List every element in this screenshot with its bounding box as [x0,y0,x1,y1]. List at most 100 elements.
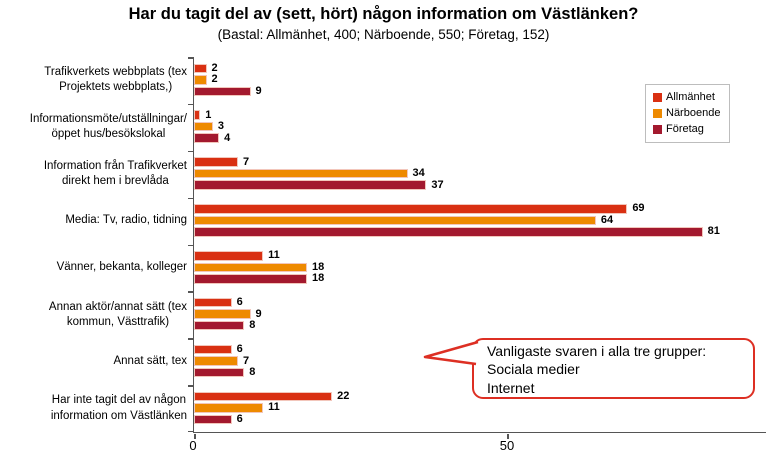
bar-narboende [194,168,408,179]
x-axis-tick [194,434,196,439]
bar-group: 11 18 18 [194,245,766,292]
y-axis-tick [188,338,194,340]
value-label: 37 [431,178,444,191]
bar-allmanhet [194,157,238,167]
callout-tail [423,340,479,366]
y-axis-tick [188,150,194,153]
value-label: 8 [249,366,256,378]
legend-label: Närboende [666,107,721,119]
callout-line: Internet [487,379,535,396]
category-axis-labels: Trafikverkets webbplats (tex Projektets w… [0,57,187,432]
bar-row: 6 [194,412,766,425]
bar-allmanhet [194,344,232,355]
value-label: 11 [268,401,280,414]
legend-label: Allmänhet [666,91,715,103]
y-axis-tick [188,291,194,293]
bar-row: 1 [194,108,766,121]
value-label: 7 [242,155,250,168]
bar-row: 6 [194,297,766,308]
bar-row: 64 [194,213,766,226]
y-axis-tick [188,244,194,246]
bar-allmanhet [194,110,201,120]
bar-foretag [194,86,251,96]
bar-row: 4 [194,131,766,144]
bar-narboende [194,215,596,226]
bar-row: 2 [194,73,766,86]
bar-foretag [194,274,308,284]
category-label-text: Media: Tv, radio, tidning [65,214,187,227]
legend-label: Företag [666,123,704,135]
y-axis-tick [188,197,194,200]
bar-group: 69 64 81 [194,198,766,245]
value-label: 2 [211,61,218,74]
category-label-text: Trafikverkets webbplats (tex Projektets w… [44,66,187,94]
bar-narboende [194,309,251,319]
category-label-text: Informationsmöte/utställningar/öppet hus… [29,113,187,141]
category-label: Har inte tagit del av någon information o… [0,385,187,432]
bar-row: 34 [194,168,766,179]
bar-narboende [194,121,213,132]
chart-title: Har du tagit del av (sett, hört) någon i… [128,5,639,23]
bar-row: 6 [194,344,766,355]
bar-allmanhet [194,63,207,73]
category-label-text: Vänner, bekanta, kolleger [56,261,187,274]
value-label: 7 [242,354,250,367]
category-label-text: Information från Trafikverket direkt hem … [43,160,187,188]
value-label: 3 [217,120,224,133]
value-label: 6 [236,412,243,425]
bar-foretag [194,227,703,237]
category-label-text: Annat sätt, tex [113,355,187,368]
bar-foretag [194,320,245,331]
bar-row: 8 [194,366,766,378]
value-label: 4 [224,131,231,144]
bar-row: 3 [194,120,766,133]
value-label: 11 [268,249,280,262]
category-label: Trafikverkets webbplats (tex Projektets w… [0,57,187,104]
bar-narboende [194,403,264,413]
bar-row: 7 [194,155,766,168]
bar-row: 11 [194,401,766,414]
category-label-text: Annan aktör/annat sätt (tex kommun, Västt… [48,300,187,328]
legend-swatch [653,93,662,102]
value-label: 81 [707,225,720,238]
x-axis-tick-label: 0 [189,438,197,453]
bar-row: 18 [194,260,766,273]
bar-allmanhet [194,391,333,402]
bar-foretag [194,367,245,378]
bar-allmanhet [194,297,232,308]
legend-item-foretag: Företag [653,124,720,135]
value-label: 9 [255,307,262,320]
bar-row: 7 [194,354,766,367]
legend-swatch [653,125,662,134]
value-label: 1 [205,108,212,121]
value-label: 18 [312,260,325,273]
value-label: 18 [312,272,325,285]
chart-subtitle: (Bastal: Allmänhet, 400; Närboende, 550;… [217,27,550,42]
bar-row: 22 [194,390,766,402]
bar-foretag [194,180,427,190]
value-label: 2 [211,73,218,86]
y-axis-tick [188,57,194,59]
bar-row: 18 [194,272,766,285]
value-label: 8 [249,319,256,332]
bar-foretag [194,133,220,143]
category-label-text: Har inte tagit del av någon information o… [50,394,187,422]
legend: Allmänhet Närboende Företag [645,84,731,143]
bar-row: 9 [194,307,766,320]
callout-line: Sociala medier [487,361,580,378]
bar-row: 69 [194,203,766,214]
y-axis-tick [188,430,194,432]
bar-group: 22 11 6 [194,385,766,432]
bar-row: 11 [194,249,766,262]
value-label: 64 [600,213,614,226]
bar-row: 8 [194,319,766,332]
bar-foretag [194,414,232,425]
legend-item-allmanhet: Allmänhet [653,92,720,103]
bar-row: 37 [194,178,766,191]
bar-allmanhet [194,204,628,214]
bar-allmanhet [194,251,264,261]
